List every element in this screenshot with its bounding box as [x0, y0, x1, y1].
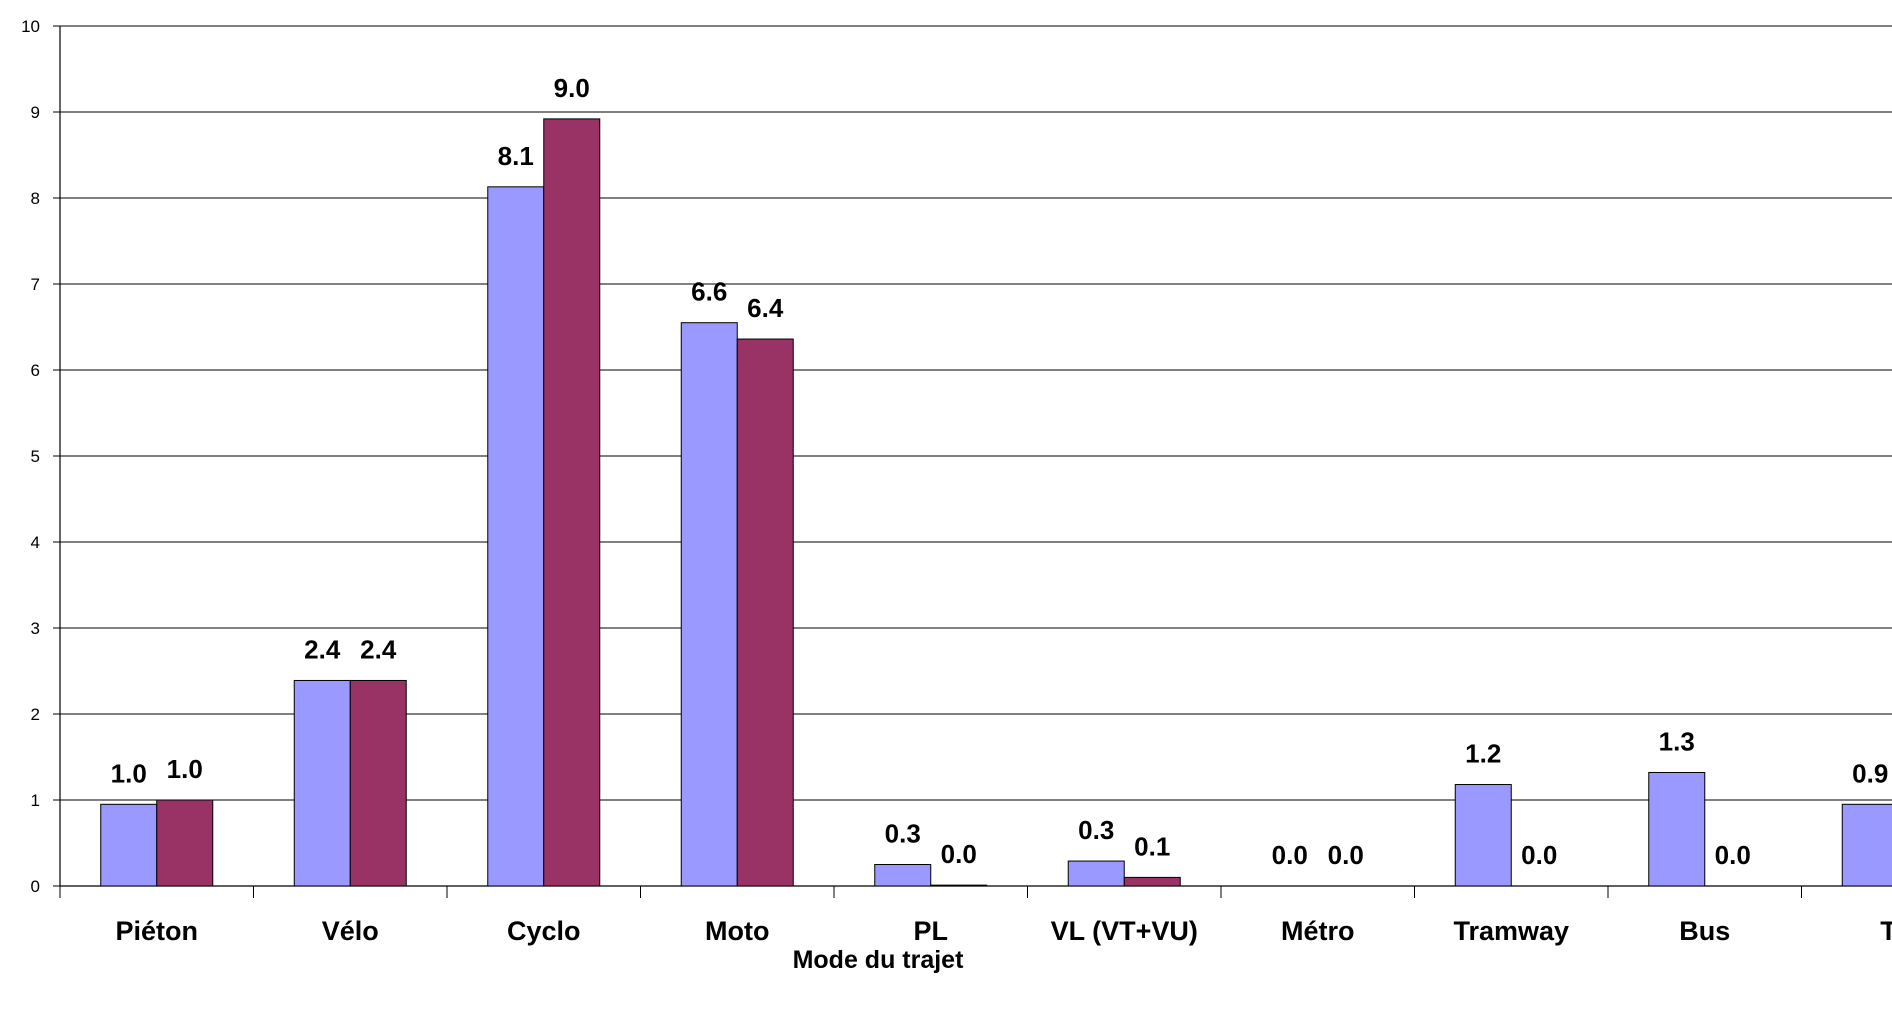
data-label: 1.3	[1659, 726, 1695, 756]
y-tick-label: 5	[31, 447, 40, 466]
y-tick-label: 4	[31, 533, 40, 552]
y-tick-label: 2	[31, 705, 40, 724]
bar	[156, 799, 214, 887]
bar	[543, 118, 601, 887]
bar	[930, 884, 988, 887]
data-label: 8.1	[498, 141, 534, 171]
y-tick-label: 9	[31, 103, 40, 122]
bar	[487, 186, 545, 887]
data-label: 1.0	[167, 754, 203, 784]
bar	[1454, 784, 1512, 887]
data-labels: 1.0 1.0 2.4 2.4 8.1 9.0 6.6 6.4 0.3 0.0 0.3 0.1 0.0 0…	[111, 73, 1889, 870]
y-tick-label: 10	[21, 17, 40, 36]
category-label: TC	[1880, 916, 1892, 946]
y-tick-label: 6	[31, 361, 40, 380]
bar	[874, 864, 932, 887]
bar	[1841, 803, 1892, 887]
data-label: 9.0	[554, 73, 590, 103]
category-label: Moto	[705, 916, 769, 946]
data-label: 0.0	[941, 839, 977, 869]
bar	[100, 803, 158, 887]
bar	[1648, 771, 1706, 887]
bar	[736, 338, 794, 887]
category-label: Tramway	[1453, 916, 1569, 946]
category-label: Vélo	[322, 916, 379, 946]
data-label: 2.4	[304, 634, 341, 664]
y-tick-label: 1	[31, 791, 40, 810]
data-label: 0.3	[885, 819, 921, 849]
bar	[1067, 860, 1125, 887]
data-label: 1.0	[111, 758, 147, 788]
data-label: 0.0	[1715, 840, 1751, 870]
category-label: Métro	[1281, 916, 1355, 946]
category-label: Cyclo	[507, 916, 581, 946]
data-label: 6.4	[747, 293, 784, 323]
bar	[293, 679, 351, 887]
y-tick-label: 7	[31, 275, 40, 294]
bar	[349, 679, 407, 887]
bar	[1123, 876, 1181, 887]
bars	[100, 118, 1892, 887]
data-label: 0.0	[1328, 840, 1364, 870]
y-tick-label: 0	[31, 877, 40, 896]
bar	[680, 322, 738, 887]
y-tick-label: 3	[31, 619, 40, 638]
category-labels: Piéton Vélo Cyclo Moto PL VL (VT+VU) Métro Tram…	[115, 916, 1892, 946]
data-label: 1.2	[1465, 739, 1501, 769]
data-label: 0.1	[1134, 831, 1170, 861]
x-axis-title: Mode du trajet	[793, 946, 965, 974]
category-label: VL (VT+VU)	[1051, 916, 1198, 946]
data-label: 0.9	[1852, 758, 1888, 788]
category-label: Piéton	[115, 916, 198, 946]
category-label: PL	[913, 916, 948, 946]
data-label: 2.4	[360, 634, 397, 664]
y-tick-label: 8	[31, 189, 40, 208]
data-label: 0.0	[1272, 840, 1308, 870]
category-label: Bus	[1679, 916, 1730, 946]
data-label: 0.3	[1078, 815, 1114, 845]
data-label: 6.6	[691, 277, 727, 307]
data-label: 0.0	[1521, 840, 1557, 870]
